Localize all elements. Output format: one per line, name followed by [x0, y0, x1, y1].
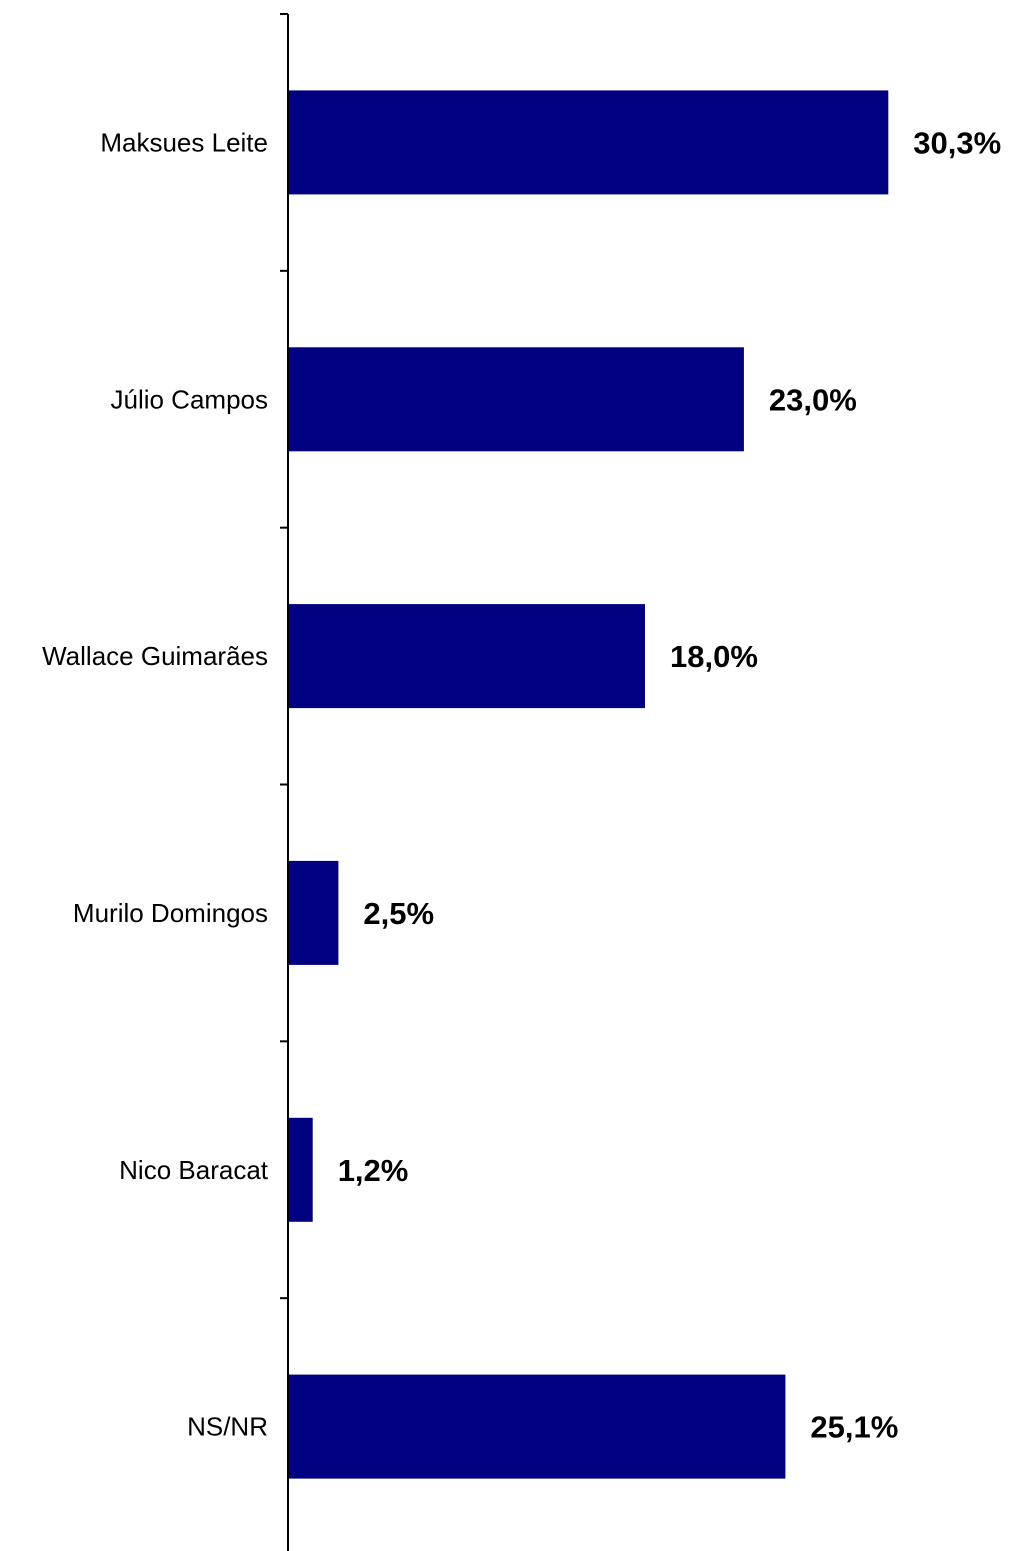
bar-2: [289, 347, 744, 452]
category-label-3: Wallace Guimarães: [42, 641, 268, 671]
data-label-6: 25,1%: [810, 1410, 898, 1445]
category-axis: [280, 13, 289, 1551]
bar-6: [289, 1374, 786, 1479]
data-label-1: 30,3%: [913, 125, 1001, 160]
bar-4: [289, 860, 339, 965]
category-label-5: Nico Baracat: [119, 1155, 269, 1185]
category-label-6: NS/NR: [187, 1412, 268, 1442]
bar-1: [289, 90, 889, 195]
data-label-4: 2,5%: [363, 896, 434, 931]
data-label-5: 1,2%: [338, 1153, 409, 1188]
category-label-1: Maksues Leite: [100, 127, 268, 157]
bar-3: [289, 604, 645, 709]
bar-5: [289, 1117, 313, 1222]
data-label-3: 18,0%: [670, 639, 758, 674]
labels-layer: Maksues Leite 30,3% Júlio Campos 23,0% Walla…: [42, 125, 1001, 1444]
data-label-2: 23,0%: [769, 382, 857, 417]
category-label-4: Murilo Domingos: [73, 898, 268, 928]
bars-layer: [289, 90, 889, 1479]
category-label-2: Júlio Campos: [110, 384, 268, 414]
